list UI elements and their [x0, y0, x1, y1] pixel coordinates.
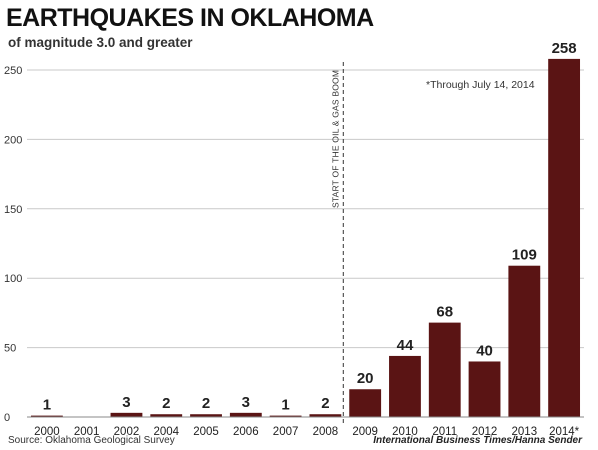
y-tick-label: 0 — [4, 412, 10, 424]
data-label-2008: 2 — [321, 395, 329, 412]
bar-2000 — [30, 415, 63, 417]
bar-2005 — [190, 414, 222, 417]
annotation-note: *Through July 14, 2014 — [426, 79, 535, 91]
y-tick-label: 250 — [4, 65, 22, 77]
bar-2009 — [349, 389, 382, 417]
x-tick-label: 2010 — [392, 426, 418, 438]
x-tick-label: 2005 — [193, 426, 219, 438]
x-tick-label: 2006 — [233, 426, 259, 438]
x-tick-label: 2004 — [153, 426, 179, 438]
bar-2011 — [428, 322, 461, 417]
bar-2006 — [229, 412, 262, 417]
x-tick-label: 2007 — [273, 426, 299, 438]
x-tick-label: 2013 — [512, 426, 538, 438]
y-axis-ticks: 0 50 100 150 200 250 — [4, 65, 22, 424]
event-marker: START OF THE OIL & GAS BOOM — [330, 62, 344, 425]
gridlines — [27, 69, 584, 349]
y-tick-label: 50 — [4, 343, 16, 355]
source-note: Source: Oklahoma Geological Survey — [8, 435, 175, 446]
bar-2008 — [309, 414, 342, 417]
bar-2004 — [150, 414, 183, 417]
chart-title: EARTHQUAKES IN OKLAHOMA — [6, 4, 374, 32]
x-tick-label: 2000 — [34, 426, 60, 438]
event-label: START OF THE OIL & GAS BOOM — [330, 70, 340, 208]
data-label-2002: 3 — [122, 394, 130, 411]
data-labels: 1 3 2 2 3 1 2 20 44 68 40 109 258 — [43, 40, 577, 414]
x-tick-label: 2008 — [313, 426, 339, 438]
bar-2007 — [269, 415, 302, 417]
bar-2002 — [110, 412, 143, 417]
data-label-2009: 20 — [357, 370, 374, 387]
y-tick-label: 100 — [4, 273, 22, 285]
bar-2013 — [508, 265, 541, 417]
bar-2010 — [389, 355, 421, 417]
x-tick-label: 2012 — [472, 426, 498, 438]
data-label-2004: 2 — [162, 395, 170, 412]
credit-note: International Business Times/Hanna Sende… — [373, 435, 582, 446]
data-label-2014*: 258 — [552, 40, 577, 57]
data-label-2010: 44 — [397, 337, 414, 354]
data-label-2006: 3 — [242, 394, 250, 411]
x-tick-label: 2014* — [549, 426, 580, 438]
data-label-2012: 40 — [476, 342, 493, 359]
y-tick-label: 200 — [4, 134, 22, 146]
bars — [30, 58, 581, 418]
x-tick-label: 2002 — [114, 426, 140, 438]
data-label-2007: 1 — [281, 397, 289, 414]
data-label-2011: 68 — [436, 304, 453, 321]
data-label-2000: 1 — [43, 397, 51, 414]
x-tick-label: 2009 — [352, 426, 378, 438]
x-tick-label: 2011 — [432, 426, 457, 438]
x-tick-label: 2001 — [74, 426, 100, 438]
chart-subtitle: of magnitude 3.0 and greater — [8, 35, 193, 50]
bar-2014* — [548, 58, 581, 418]
data-label-2005: 2 — [202, 395, 210, 412]
data-label-2013: 109 — [512, 247, 537, 264]
bar-2012 — [468, 361, 501, 417]
y-tick-label: 150 — [4, 204, 22, 216]
x-axis-ticks: 2000 2001 2002 2004 2005 2006 2007 2008 2009 2010… — [34, 426, 580, 438]
